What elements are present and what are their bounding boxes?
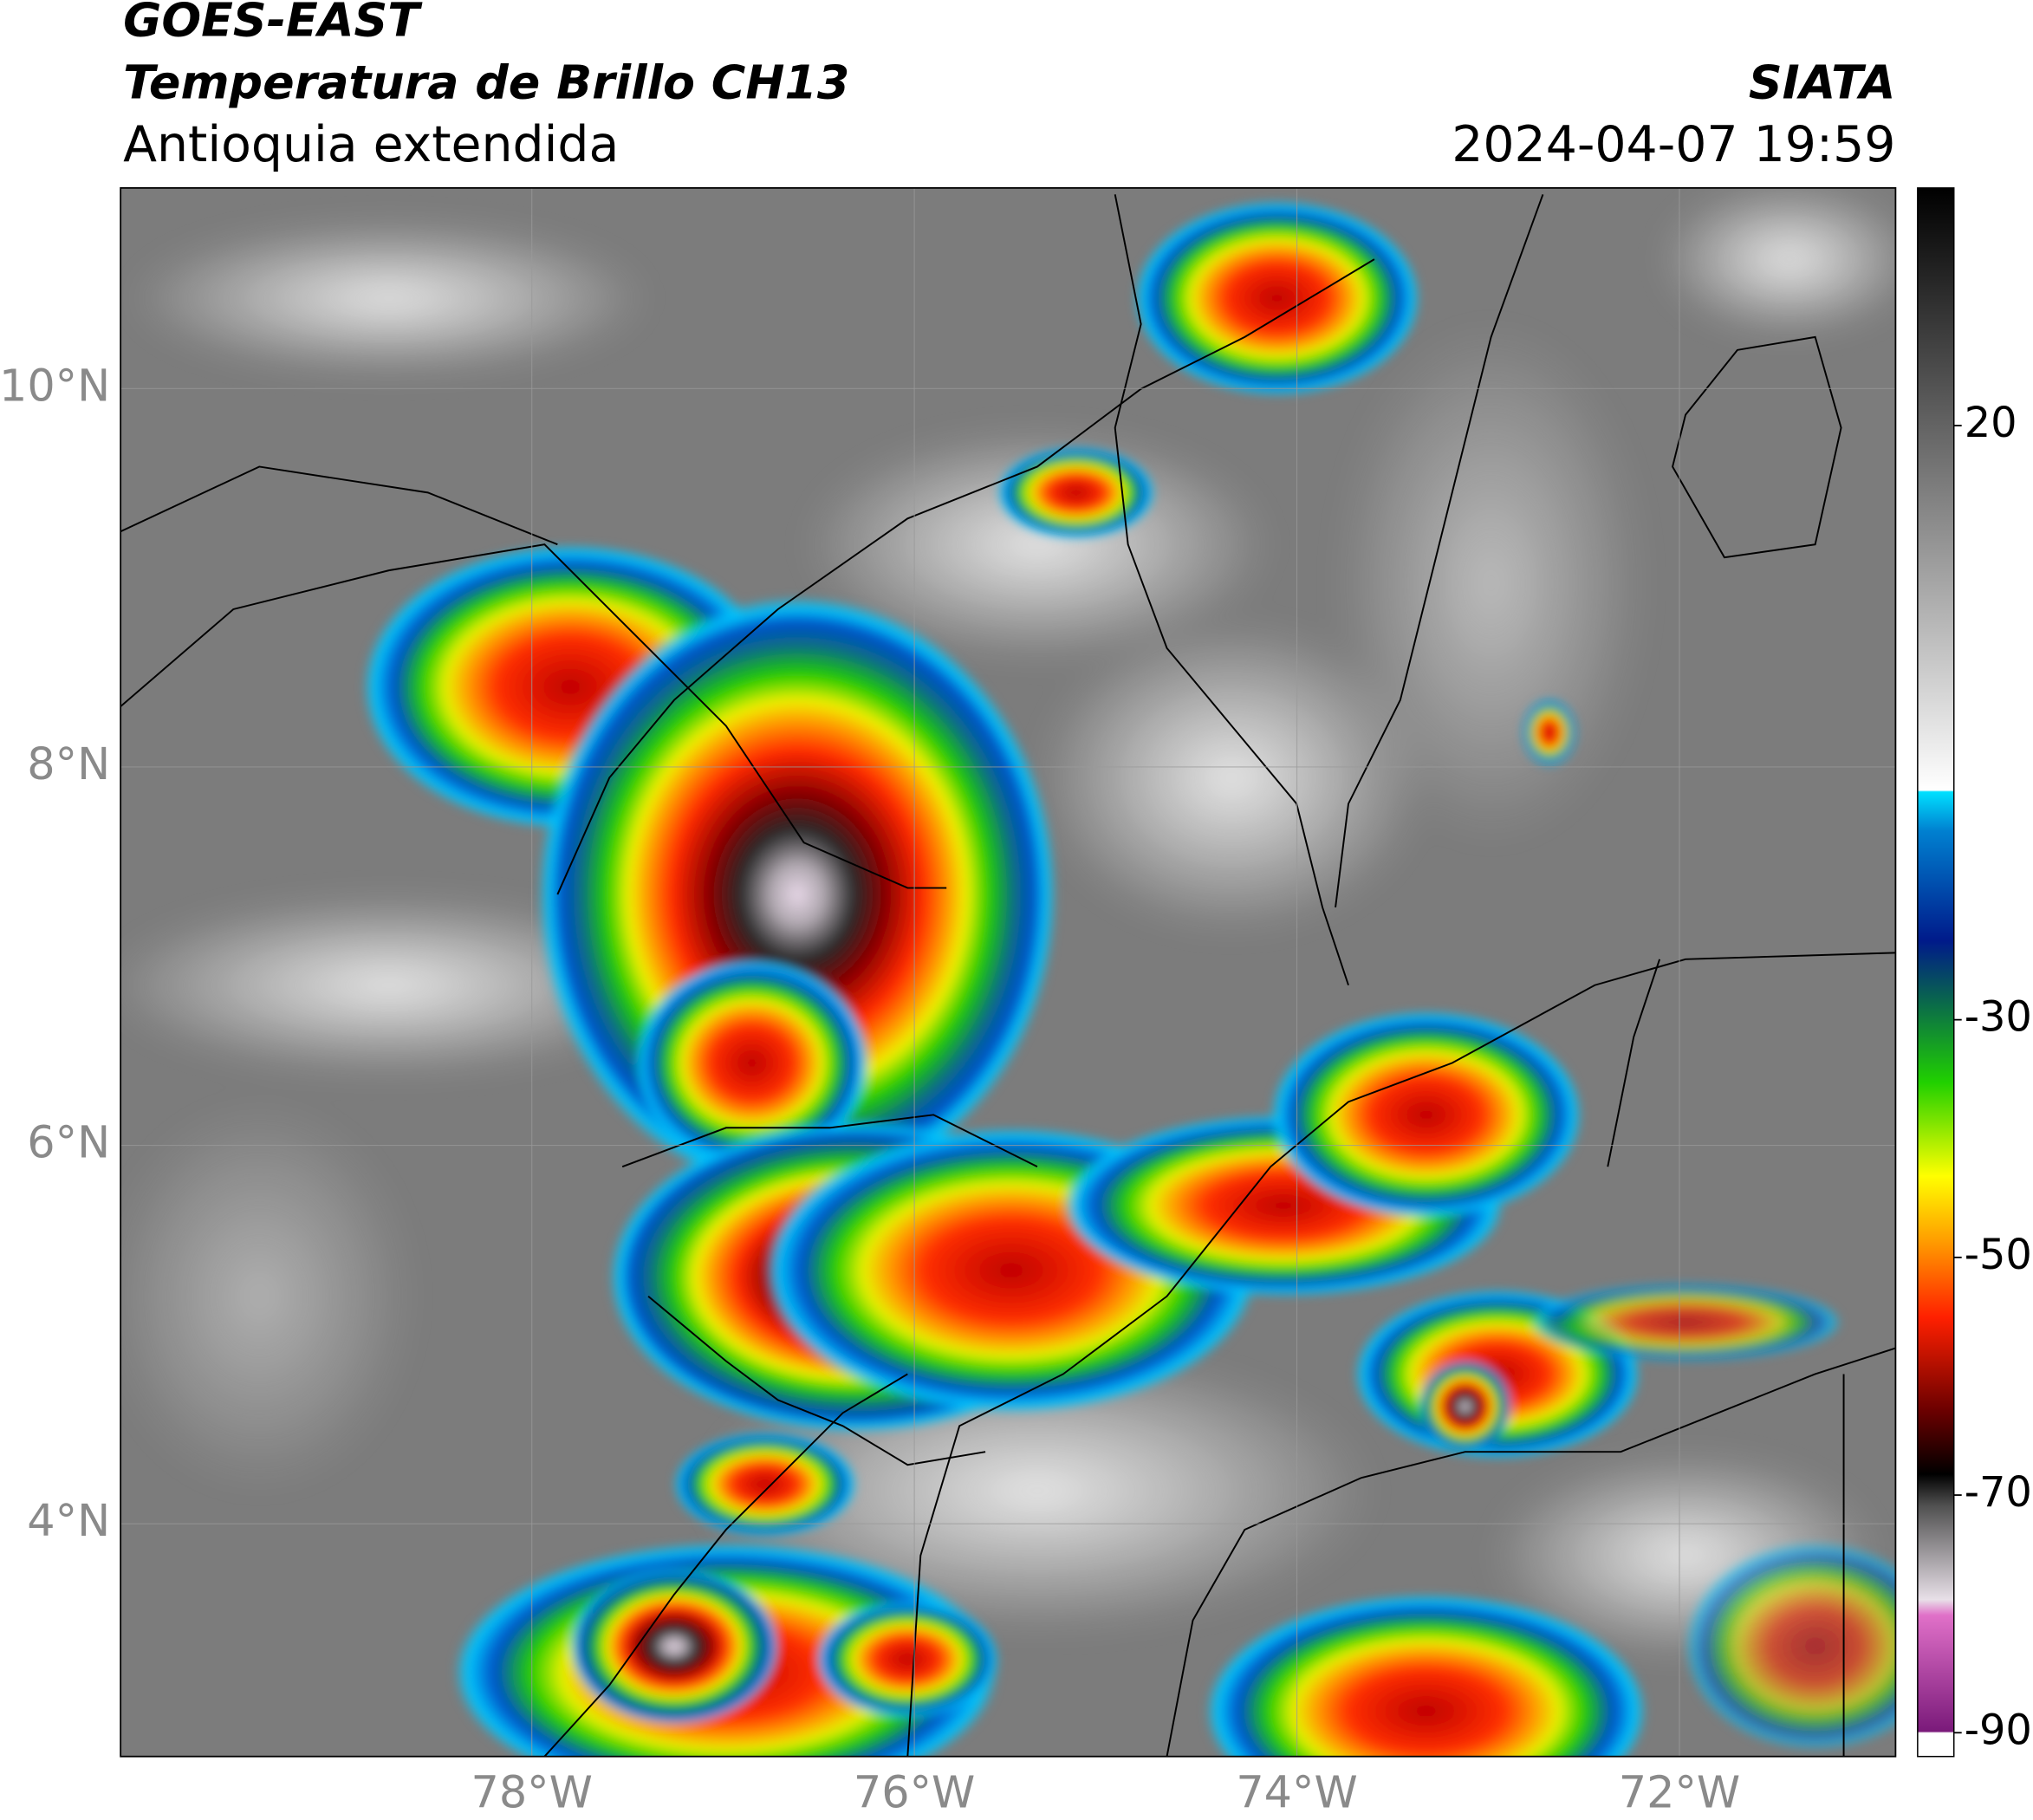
satellite-title: GOES-EAST <box>123 0 423 48</box>
lat-tick-label: 10°N <box>0 360 110 411</box>
colorbar <box>1917 187 1955 1758</box>
colorbar-tick-label: -50 <box>1965 1232 2032 1279</box>
datetime-label: 2024-04-07 19:59 <box>1452 116 1895 173</box>
gridlines <box>120 187 1896 1757</box>
colorbar-tick-label: -70 <box>1965 1469 2032 1517</box>
lat-tick-label: 6°N <box>27 1117 110 1168</box>
lon-tick-label: 76°W <box>854 1767 975 1818</box>
lon-tick-label: 72°W <box>1619 1767 1740 1818</box>
axes: 10°N 8°N 6°N 4°N 78°W 76°W 74°W 72°W 20 -30 -50 -70… <box>0 360 2032 1817</box>
lat-tick-label: 8°N <box>27 738 110 790</box>
region-subtitle: Antioquia extendida <box>123 116 619 173</box>
source-label: SIATA <box>1749 55 1896 109</box>
lat-tick-label: 4°N <box>27 1495 110 1546</box>
satellite-image <box>120 187 1896 1757</box>
map-frame <box>120 186 1897 1758</box>
lon-tick-label: 78°W <box>471 1767 592 1818</box>
lon-tick-label: 74°W <box>1236 1767 1357 1818</box>
colorbar-tick-label: -30 <box>1965 994 2032 1042</box>
borders <box>120 194 1896 1757</box>
colorbar-tick-label: 20 <box>1965 400 2017 447</box>
colorbar-tick-label: -90 <box>1965 1706 2032 1754</box>
product-title: Temperatura de Brillo CH13 <box>123 55 849 109</box>
